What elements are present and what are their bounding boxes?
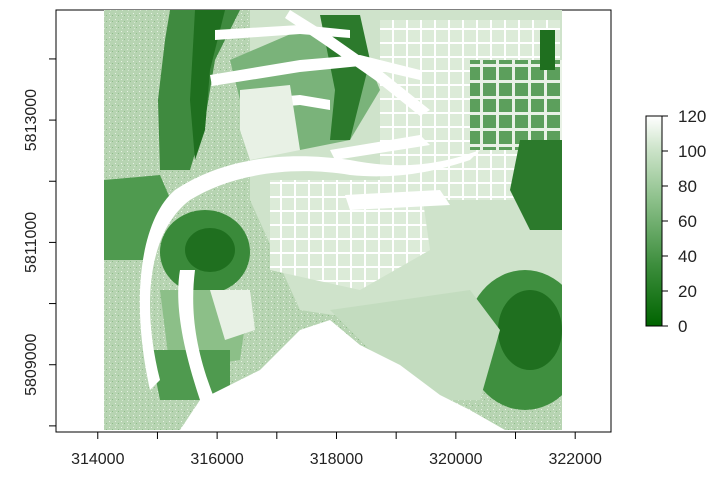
- raster-layer: [104, 10, 562, 430]
- x-tick-label: 320000: [429, 451, 482, 468]
- color-legend: 0 20 40 60 80 100 120: [645, 107, 706, 336]
- x-tick-label: 322000: [548, 451, 601, 468]
- legend-label: 120: [678, 107, 706, 126]
- x-axis: 314000 316000 318000 320000 322000: [71, 432, 602, 468]
- y-tick-label: 5813000: [23, 89, 40, 151]
- legend-ticks: 0 20 40 60 80 100 120: [662, 107, 706, 336]
- y-tick-label: 5811000: [23, 212, 40, 273]
- x-tick-label: 316000: [190, 451, 243, 468]
- legend-label: 80: [678, 177, 697, 196]
- legend-label: 20: [678, 282, 697, 301]
- legend-label: 60: [678, 212, 697, 231]
- x-tick-label: 314000: [71, 451, 124, 468]
- legend-label: 0: [678, 317, 687, 336]
- y-tick-label: 5809000: [23, 333, 40, 395]
- legend-label: 100: [678, 142, 706, 161]
- x-tick-label: 318000: [310, 451, 363, 468]
- legend-colorbar: [645, 115, 663, 327]
- y-axis: 5809000 5811000 5813000: [23, 58, 56, 427]
- legend-label: 40: [678, 247, 697, 266]
